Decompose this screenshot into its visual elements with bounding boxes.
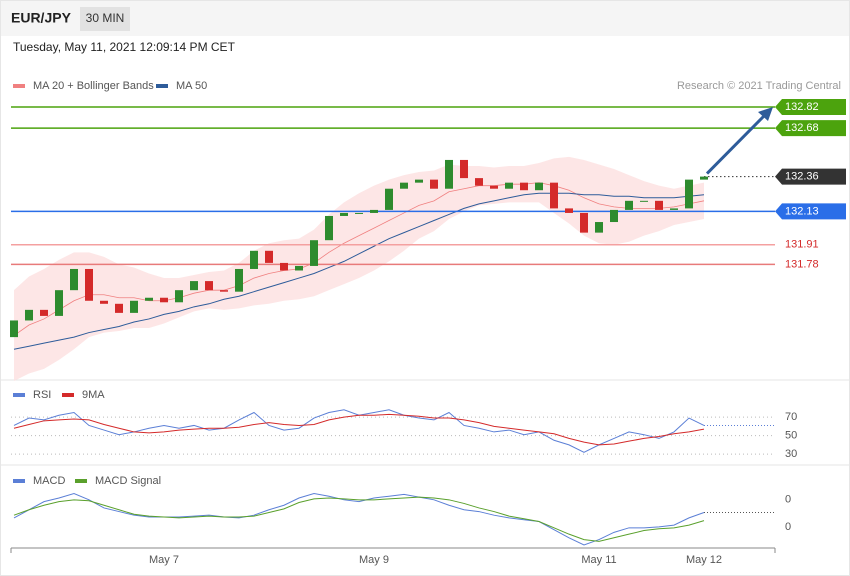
level-box [775, 168, 846, 185]
candle [415, 179, 423, 183]
legend-label: MA 50 [176, 80, 207, 92]
candle [400, 182, 408, 189]
candle [220, 290, 228, 292]
candle [85, 268, 93, 301]
candle [145, 297, 153, 301]
candle [175, 290, 183, 303]
level-label: 132.13 [785, 205, 819, 217]
candle [550, 182, 558, 209]
candle [640, 200, 648, 202]
x-tick-label: May 11 [581, 554, 616, 566]
candle [250, 250, 258, 269]
x-tick-label: May 9 [359, 554, 389, 566]
candle [445, 159, 453, 189]
source: Research © 2021 Trading Central [677, 80, 841, 92]
top-bar [1, 1, 849, 36]
legend-swatch [13, 479, 25, 483]
candle [340, 212, 348, 216]
candle [505, 182, 513, 189]
level-box [775, 203, 846, 220]
candle [310, 240, 318, 266]
candle [385, 188, 393, 210]
candle [190, 281, 198, 291]
candle [685, 179, 693, 209]
y-tick-label: 50 [785, 430, 797, 442]
ma50-line [13, 192, 705, 350]
level-box [775, 120, 846, 137]
level-label: 131.91 [785, 239, 819, 251]
legend-swatch [13, 393, 25, 397]
candle [475, 178, 483, 186]
macd-line [13, 492, 705, 546]
legend-label: MACD Signal [95, 475, 161, 487]
level-label: 131.78 [785, 258, 819, 270]
candle [265, 250, 273, 263]
forecast-arrowhead [758, 106, 773, 121]
legend-label: MA 20 + Bollinger Bands [33, 80, 154, 92]
candle [355, 212, 363, 214]
candle [160, 297, 168, 303]
symbol: EUR/JPY [11, 10, 72, 26]
legend-swatch [156, 84, 168, 88]
interval-box[interactable] [80, 7, 130, 31]
legend-swatch [13, 84, 25, 88]
candle [655, 200, 663, 210]
candle [235, 268, 243, 292]
level-label: 132.36 [785, 171, 819, 183]
candle [595, 222, 603, 233]
bollinger-band [14, 156, 704, 382]
candle [700, 176, 708, 180]
y-tick-label: 70 [785, 411, 797, 423]
x-tick-label: May 12 [686, 554, 722, 566]
x-tick-label: May 7 [149, 554, 179, 566]
candle [130, 300, 138, 313]
forecast-arrow [705, 113, 767, 175]
candle [520, 182, 528, 191]
candle [580, 212, 588, 233]
candle [535, 182, 543, 191]
candle [280, 262, 288, 271]
legend-label: MACD [33, 475, 65, 487]
candle [610, 209, 618, 223]
level-label: 132.82 [785, 101, 819, 113]
candle [10, 320, 18, 338]
y-tick-label: 30 [785, 448, 797, 460]
ma20-line [13, 182, 705, 336]
level-label: 132.68 [785, 122, 819, 134]
candle [55, 290, 63, 316]
candle [70, 268, 78, 291]
candle [430, 179, 438, 189]
timestamp: Tuesday, May 11, 2021 12:09:14 PM CET [13, 40, 236, 54]
candle [325, 215, 333, 241]
level-box [775, 98, 846, 115]
legend-label: RSI [33, 389, 51, 401]
interval[interactable]: 30 MIN [86, 11, 125, 25]
candle [670, 208, 678, 210]
legend-label: 9MA [82, 389, 105, 401]
candle [205, 281, 213, 291]
candle [625, 200, 633, 210]
rsi-line [13, 413, 705, 446]
candle [100, 300, 108, 304]
candle [460, 159, 468, 179]
candle [490, 185, 498, 189]
candle [40, 309, 48, 316]
candle [25, 309, 33, 321]
macd-line [13, 496, 705, 542]
legend-swatch [62, 393, 74, 397]
y-tick-label: 0 [785, 494, 791, 506]
candle [295, 265, 303, 271]
candle [565, 208, 573, 213]
candle [370, 209, 378, 213]
candle [115, 303, 123, 313]
y-tick-label: 0 [785, 521, 791, 533]
legend-swatch [75, 479, 87, 483]
